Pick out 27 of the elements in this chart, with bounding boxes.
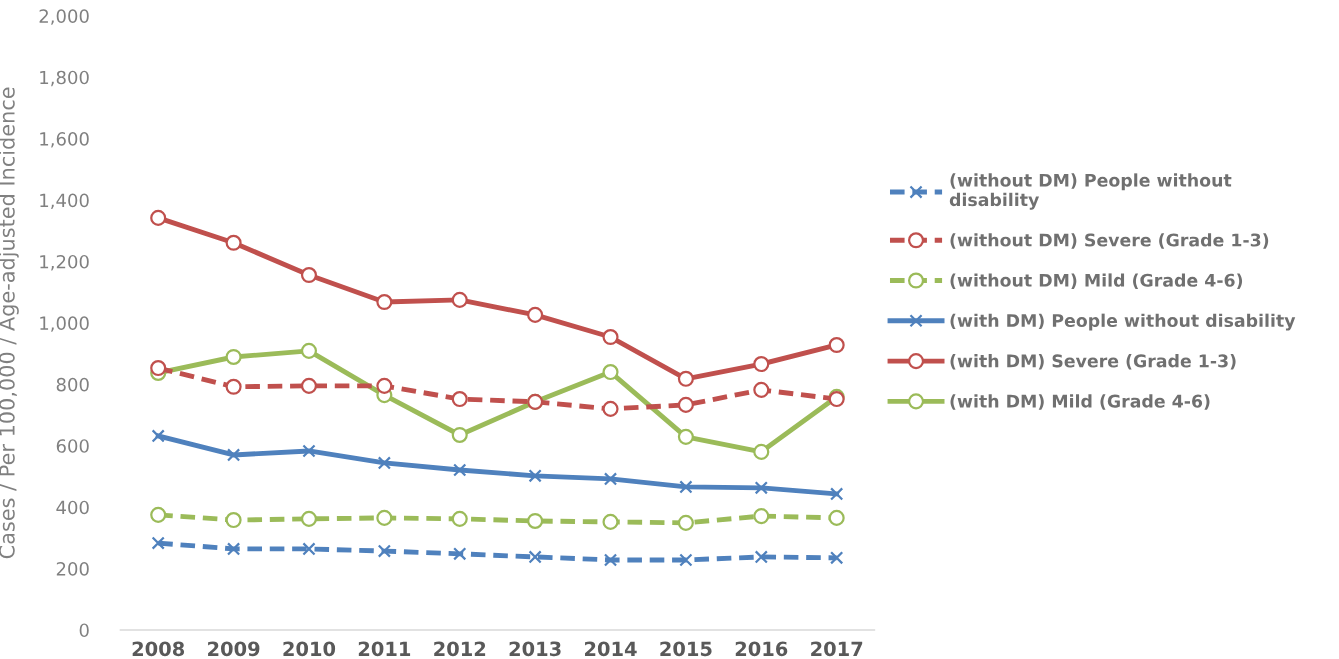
legend-label: (without DM) Mild (Grade 4-6) (950, 273, 1243, 289)
y-tick-label: 800 (56, 377, 89, 392)
x-tick-label: 2017 (811, 641, 863, 657)
legend-label: (with DM) Mild (Grade 4-6) (950, 394, 1210, 410)
x-tick-label: 2016 (735, 641, 788, 657)
y-tick-label: 1,400 (40, 193, 89, 210)
y-tick-label: 1,200 (40, 254, 89, 271)
y-tick-label: 600 (56, 439, 89, 453)
x-tick-label: 2014 (585, 641, 637, 657)
x-tick-label: 2009 (208, 641, 260, 657)
y-tick-label: 1,800 (40, 70, 89, 87)
x-tick-label: 2008 (132, 641, 185, 657)
x-tick-label: 2011 (358, 641, 411, 657)
legend-label: (without DM) People without disability (949, 173, 1232, 210)
x-tick-label: 2010 (283, 641, 336, 657)
legend-label: (with DM) People without disability (950, 313, 1296, 331)
x-tick-label: 2012 (434, 641, 486, 657)
y-tick-label: 2,000 (39, 9, 89, 25)
y-tick-label: 1,000 (40, 316, 89, 332)
legend-label: (without DM) Severe (Grade 1-3) (950, 233, 1269, 249)
legend-label: (with DM) Severe (Grade 1-3) (950, 354, 1236, 370)
y-tick-label: 0 (79, 623, 89, 638)
y-tick-label: 200 (56, 562, 89, 576)
y-tick-label: 1,600 (40, 132, 89, 148)
x-tick-label: 2015 (660, 641, 712, 657)
x-tick-label: 2013 (509, 641, 561, 657)
y-tick-label: 400 (56, 500, 89, 515)
